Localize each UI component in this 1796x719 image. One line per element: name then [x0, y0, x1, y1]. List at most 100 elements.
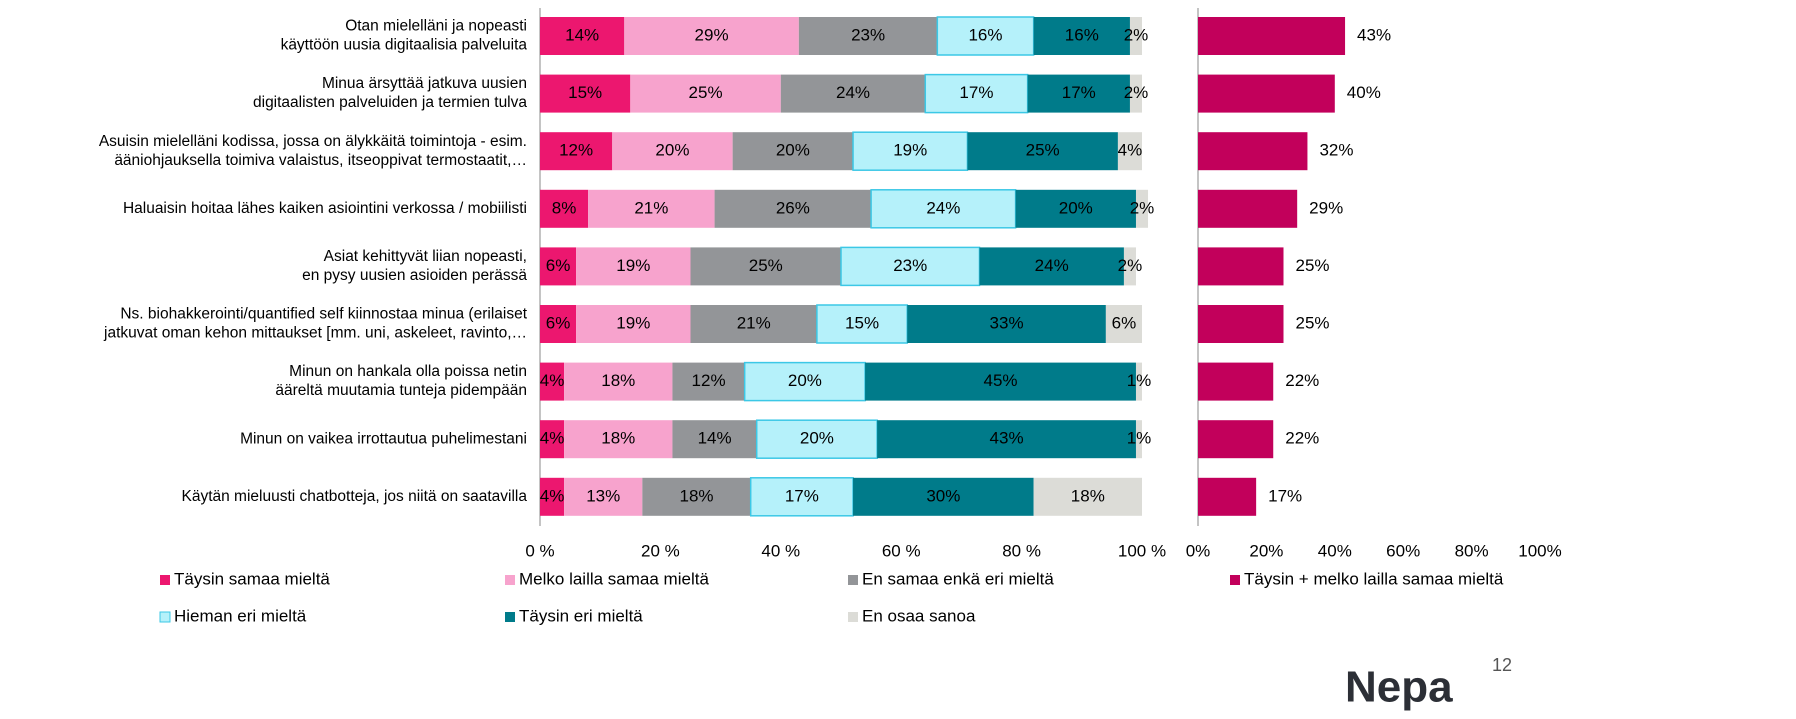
- data-label: 20%: [776, 141, 810, 160]
- bar-segment: [588, 189, 715, 228]
- bar: [1198, 477, 1257, 516]
- data-label: 14%: [565, 25, 599, 44]
- bar-segment: [1129, 17, 1142, 55]
- data-label: 25%: [689, 83, 723, 102]
- category-label: Asiat kehittyvät liian nopeasti,: [324, 248, 527, 265]
- bar-segment: [540, 362, 565, 401]
- data-label: 40%: [1347, 83, 1381, 102]
- bar-segment: [967, 132, 1118, 171]
- data-label: 2%: [1130, 198, 1155, 217]
- logo: Nepa: [1345, 663, 1453, 712]
- legend-swatch: [1230, 575, 1240, 585]
- bar: [1198, 247, 1284, 286]
- x-tick-label: 80%: [1455, 541, 1489, 560]
- page-number: 12: [1492, 655, 1512, 675]
- bar-segment: [798, 17, 938, 55]
- data-label: 29%: [1309, 198, 1343, 217]
- bar-segment: [1135, 420, 1142, 459]
- bar-segment: [540, 477, 565, 516]
- data-label: 17%: [785, 486, 819, 505]
- data-label: 21%: [737, 313, 771, 332]
- legend-label: Hieman eri mieltä: [174, 606, 307, 625]
- legend-swatch: [505, 612, 515, 622]
- bar-segment: [732, 132, 854, 171]
- data-label: 6%: [546, 256, 571, 275]
- bar: [1198, 74, 1335, 113]
- x-tick-label: 60%: [1386, 541, 1420, 560]
- data-label: 18%: [601, 429, 635, 448]
- x-tick-label: 40%: [1318, 541, 1352, 560]
- data-label: 14%: [698, 429, 732, 448]
- x-tick-label: 20%: [1249, 541, 1283, 560]
- bar-segment: [1123, 247, 1136, 286]
- category-label: Otan mielelläni ja nopeasti: [345, 18, 527, 35]
- bar-segment: [612, 132, 733, 171]
- legend-swatch: [159, 611, 171, 623]
- bar-segment: [672, 362, 745, 401]
- data-label: 13%: [586, 486, 620, 505]
- legend-swatch: [848, 612, 858, 622]
- data-label: 25%: [1296, 256, 1330, 275]
- data-label: 4%: [540, 371, 565, 390]
- data-label: 15%: [845, 313, 879, 332]
- data-label: 22%: [1285, 429, 1319, 448]
- data-label: 8%: [552, 198, 577, 217]
- legend-label: Täysin eri mieltä: [519, 606, 643, 625]
- x-tick-label: 80 %: [1002, 541, 1041, 560]
- bar-segment: [870, 189, 1017, 229]
- data-label: 19%: [616, 313, 650, 332]
- legend-label: Melko lailla samaa mieltä: [519, 569, 709, 588]
- bar-segment: [540, 74, 631, 113]
- legend-swatch: [505, 575, 515, 585]
- data-label: 25%: [1296, 313, 1330, 332]
- x-tick-label: 100 %: [1118, 541, 1166, 560]
- data-label: 4%: [540, 486, 565, 505]
- data-label: 2%: [1124, 83, 1149, 102]
- data-label: 16%: [968, 25, 1002, 44]
- bar-segment: [540, 189, 589, 228]
- data-label: 26%: [776, 198, 810, 217]
- bar-segment: [690, 305, 817, 343]
- bar-segment: [540, 420, 565, 459]
- category-label: en pysy uusien asioiden perässä: [302, 267, 527, 284]
- bar: [1198, 132, 1308, 171]
- category-label: ääniohjauksella toimiva valaistus, itseo…: [114, 152, 527, 169]
- bar-segment: [877, 420, 1136, 459]
- bar-segment: [1117, 132, 1142, 171]
- bar-segment: [1135, 362, 1142, 401]
- category-label: Minun on hankala olla poissa netin: [289, 363, 527, 380]
- data-label: 45%: [984, 371, 1018, 390]
- data-label: 25%: [1026, 141, 1060, 160]
- data-label: 4%: [540, 429, 565, 448]
- bar: [1198, 305, 1284, 343]
- category-label: Haluaisin hoitaa lähes kaiken asiointini…: [123, 200, 527, 217]
- x-tick-label: 40 %: [761, 541, 800, 560]
- bar-segment: [1015, 189, 1136, 228]
- category-label: Minun on vaikea irrottautua puhelimestan…: [240, 430, 527, 447]
- legend-swatch: [848, 575, 858, 585]
- legend-label: En samaa enkä eri mieltä: [862, 569, 1054, 588]
- bar-segment: [1135, 189, 1149, 228]
- bar-segment: [979, 247, 1124, 286]
- category-label: Asuisin mielelläni kodissa, jossa on äly…: [99, 133, 527, 150]
- data-label: 24%: [926, 198, 960, 217]
- bar-segment: [540, 132, 613, 171]
- bar: [1198, 189, 1298, 228]
- data-label: 6%: [1112, 313, 1137, 332]
- bar: [1198, 362, 1274, 401]
- bar-segment: [1105, 305, 1142, 343]
- data-label: 24%: [1035, 256, 1069, 275]
- data-label: 25%: [749, 256, 783, 275]
- bar-segment: [853, 477, 1034, 516]
- data-label: 20%: [788, 371, 822, 390]
- legend-swatch: [160, 575, 170, 585]
- bar-segment: [540, 247, 577, 286]
- data-label: 43%: [1357, 25, 1391, 44]
- category-label: digitaalisten palveluiden ja termien tul…: [253, 94, 527, 111]
- bar-segment: [1129, 74, 1142, 113]
- data-label: 18%: [601, 371, 635, 390]
- data-label: 20%: [800, 429, 834, 448]
- category-label: Minua ärsyttää jatkuva uusien: [322, 75, 527, 92]
- data-label: 33%: [990, 313, 1024, 332]
